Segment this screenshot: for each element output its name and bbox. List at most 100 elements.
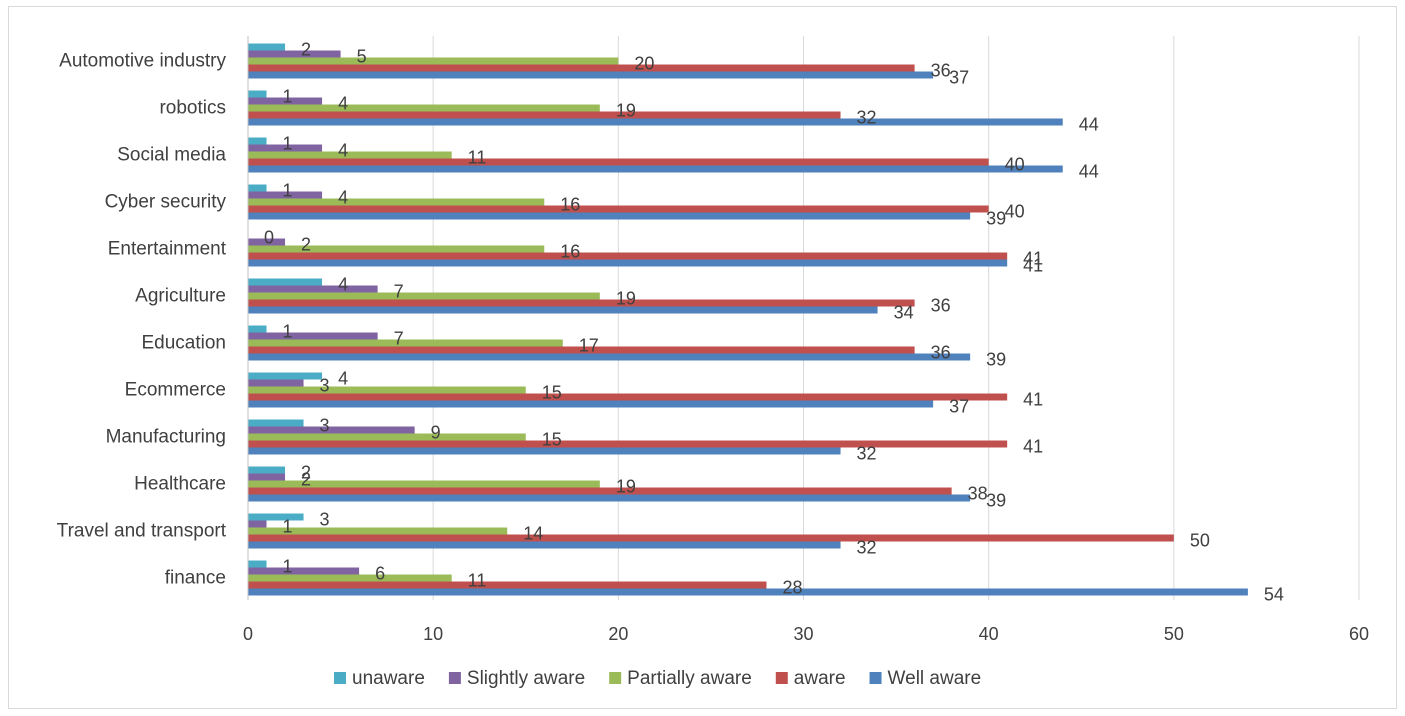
data-label-well-aware-ecommerce: 37: [949, 397, 969, 417]
data-label-partially-aware-social-media: 11: [468, 148, 487, 168]
data-label-slightly-aware-social-media: 4: [338, 141, 348, 161]
data-label-unaware-healthcare: 2: [301, 463, 311, 483]
bar-partially-aware-finance: [248, 574, 452, 582]
bar-aware-agriculture: [248, 299, 915, 307]
data-label-partially-aware-education: 17: [579, 336, 599, 356]
bar-partially-aware-agriculture: [248, 292, 600, 300]
bar-slightly-aware-travel-and-transport: [248, 520, 267, 528]
legend-swatch-unaware: [334, 672, 346, 684]
bar-well-aware-ecommerce: [248, 400, 934, 408]
bar-well-aware-travel-and-transport: [248, 541, 841, 549]
data-label-aware-robotics: 32: [857, 108, 877, 128]
bar-well-aware-manufacturing: [248, 447, 841, 455]
bar-aware-finance: [248, 581, 767, 589]
legend-swatch-aware: [775, 672, 788, 684]
bar-slightly-aware-education: [248, 332, 378, 340]
bar-partially-aware-automotive-industry: [248, 57, 619, 65]
data-label-well-aware-healthcare: 39: [986, 491, 1006, 511]
bar-aware-education: [248, 346, 915, 354]
data-label-well-aware-entertainment: 41: [1023, 256, 1043, 276]
bar-well-aware-automotive-industry: [248, 71, 934, 79]
x-tick-label-10: 10: [423, 624, 443, 644]
data-label-partially-aware-robotics: 19: [616, 101, 636, 121]
data-label-well-aware-cyber-security: 39: [986, 209, 1006, 229]
data-label-unaware-social-media: 1: [283, 134, 293, 154]
legend-label-well-aware: Well aware: [888, 668, 982, 689]
x-tick-label-30: 30: [793, 624, 813, 644]
x-tick-label-0: 0: [243, 624, 253, 644]
category-label-entertainment: Entertainment: [108, 239, 227, 260]
category-label-finance: finance: [165, 568, 226, 589]
data-label-slightly-aware-manufacturing: 9: [431, 423, 441, 443]
bar-aware-travel-and-transport: [248, 534, 1174, 542]
bar-aware-cyber-security: [248, 205, 989, 213]
legend-swatch-well-aware: [869, 672, 882, 684]
data-label-well-aware-manufacturing: 32: [857, 444, 877, 464]
data-label-slightly-aware-entertainment: 2: [301, 235, 311, 255]
data-label-unaware-finance: 1: [283, 557, 293, 577]
data-label-partially-aware-agriculture: 19: [616, 289, 636, 309]
legend-label-aware: aware: [794, 668, 846, 689]
bar-unaware-social-media: [248, 137, 267, 145]
bar-partially-aware-entertainment: [248, 245, 545, 253]
bar-unaware-education: [248, 325, 267, 333]
data-label-aware-education: 36: [931, 343, 951, 363]
data-label-aware-agriculture: 36: [931, 296, 951, 316]
data-label-partially-aware-automotive-industry: 20: [634, 54, 654, 74]
data-label-aware-finance: 28: [782, 578, 802, 598]
bar-partially-aware-cyber-security: [248, 198, 545, 206]
bar-slightly-aware-robotics: [248, 97, 323, 105]
data-label-partially-aware-entertainment: 16: [560, 242, 580, 262]
category-label-travel-and-transport: Travel and transport: [57, 521, 227, 542]
data-label-partially-aware-ecommerce: 15: [542, 383, 562, 403]
bar-partially-aware-healthcare: [248, 480, 600, 488]
category-label-education: Education: [141, 333, 226, 354]
data-label-unaware-automotive-industry: 2: [301, 40, 311, 60]
data-label-slightly-aware-education: 7: [394, 329, 404, 349]
data-label-unaware-agriculture: 4: [338, 275, 348, 295]
bar-well-aware-education: [248, 353, 971, 361]
data-label-aware-ecommerce: 41: [1023, 390, 1043, 410]
data-label-slightly-aware-finance: 6: [375, 564, 385, 584]
bar-partially-aware-education: [248, 339, 563, 347]
bar-aware-healthcare: [248, 487, 952, 495]
bar-unaware-robotics: [248, 90, 267, 98]
gridlines: [432, 36, 1360, 600]
category-label-healthcare: Healthcare: [134, 474, 226, 495]
bar-well-aware-entertainment: [248, 259, 1008, 267]
data-label-aware-healthcare: 38: [968, 484, 988, 504]
bar-well-aware-social-media: [248, 165, 1063, 173]
bar-aware-automotive-industry: [248, 64, 915, 72]
bar-slightly-aware-entertainment: [248, 238, 286, 246]
bar-partially-aware-manufacturing: [248, 433, 526, 441]
data-label-aware-automotive-industry: 36: [931, 61, 951, 81]
category-label-robotics: robotics: [159, 98, 226, 119]
bar-unaware-manufacturing: [248, 419, 304, 427]
category-label-agriculture: Agriculture: [135, 286, 226, 307]
category-label-automotive-industry: Automotive industry: [59, 51, 226, 72]
data-label-aware-travel-and-transport: 50: [1190, 531, 1210, 551]
bar-aware-social-media: [248, 158, 989, 166]
legend-swatch-partially-aware: [609, 672, 622, 684]
bar-slightly-aware-finance: [248, 567, 360, 575]
category-label-social-media: Social media: [117, 145, 226, 166]
data-label-well-aware-agriculture: 34: [894, 303, 914, 323]
data-label-slightly-aware-travel-and-transport: 1: [283, 517, 293, 537]
bar-partially-aware-social-media: [248, 151, 452, 159]
data-label-slightly-aware-automotive-industry: 5: [357, 47, 367, 67]
bar-slightly-aware-healthcare: [248, 473, 286, 481]
bar-aware-manufacturing: [248, 440, 1008, 448]
data-label-well-aware-travel-and-transport: 32: [857, 538, 877, 558]
data-label-well-aware-education: 39: [986, 350, 1006, 370]
bar-unaware-agriculture: [248, 278, 323, 286]
data-label-partially-aware-cyber-security: 16: [560, 195, 580, 215]
data-label-aware-cyber-security: 40: [1005, 202, 1025, 222]
bar-unaware-finance: [248, 560, 267, 568]
legend: unaware Slightly aware Partially aware awar…: [334, 668, 981, 689]
legend-label-unaware: unaware: [352, 668, 425, 689]
bar-slightly-aware-manufacturing: [248, 426, 415, 434]
data-label-slightly-aware-robotics: 4: [338, 94, 348, 114]
data-label-partially-aware-healthcare: 19: [616, 477, 636, 497]
